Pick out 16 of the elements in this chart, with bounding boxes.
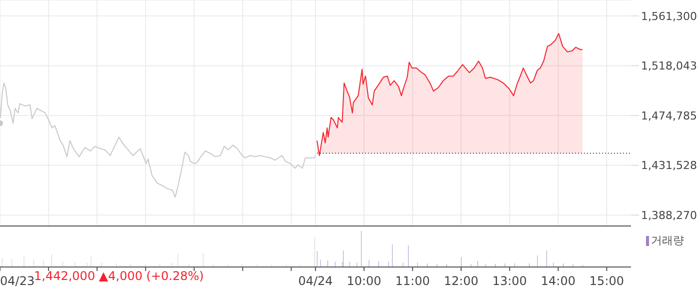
x-tick-label: 11:00	[395, 274, 430, 288]
x-tick-label: 04/23	[0, 274, 35, 288]
x-tick-label: 12:00	[444, 274, 478, 288]
x-tick-label: 15:00	[589, 274, 624, 288]
y-tick-label: 1,431,528	[641, 159, 697, 172]
x-tick-label: 14:00	[540, 274, 576, 288]
line-series	[0, 82, 316, 198]
y-tick-label: 1,518,043	[641, 60, 697, 73]
text: 1,442,000 ▲4,000 (+0.28%)	[34, 269, 204, 283]
y-tick-label: 1,474,785	[641, 109, 697, 122]
legend: 거래량	[646, 233, 684, 248]
y-tick-label: 1,561,300	[641, 10, 697, 23]
x-tick-label: 10:00	[346, 274, 382, 288]
y-tick-label: 1,388,270	[641, 209, 697, 222]
x-tick-label: 13:00	[492, 274, 527, 288]
x-tick-label: 04/24	[298, 274, 333, 288]
